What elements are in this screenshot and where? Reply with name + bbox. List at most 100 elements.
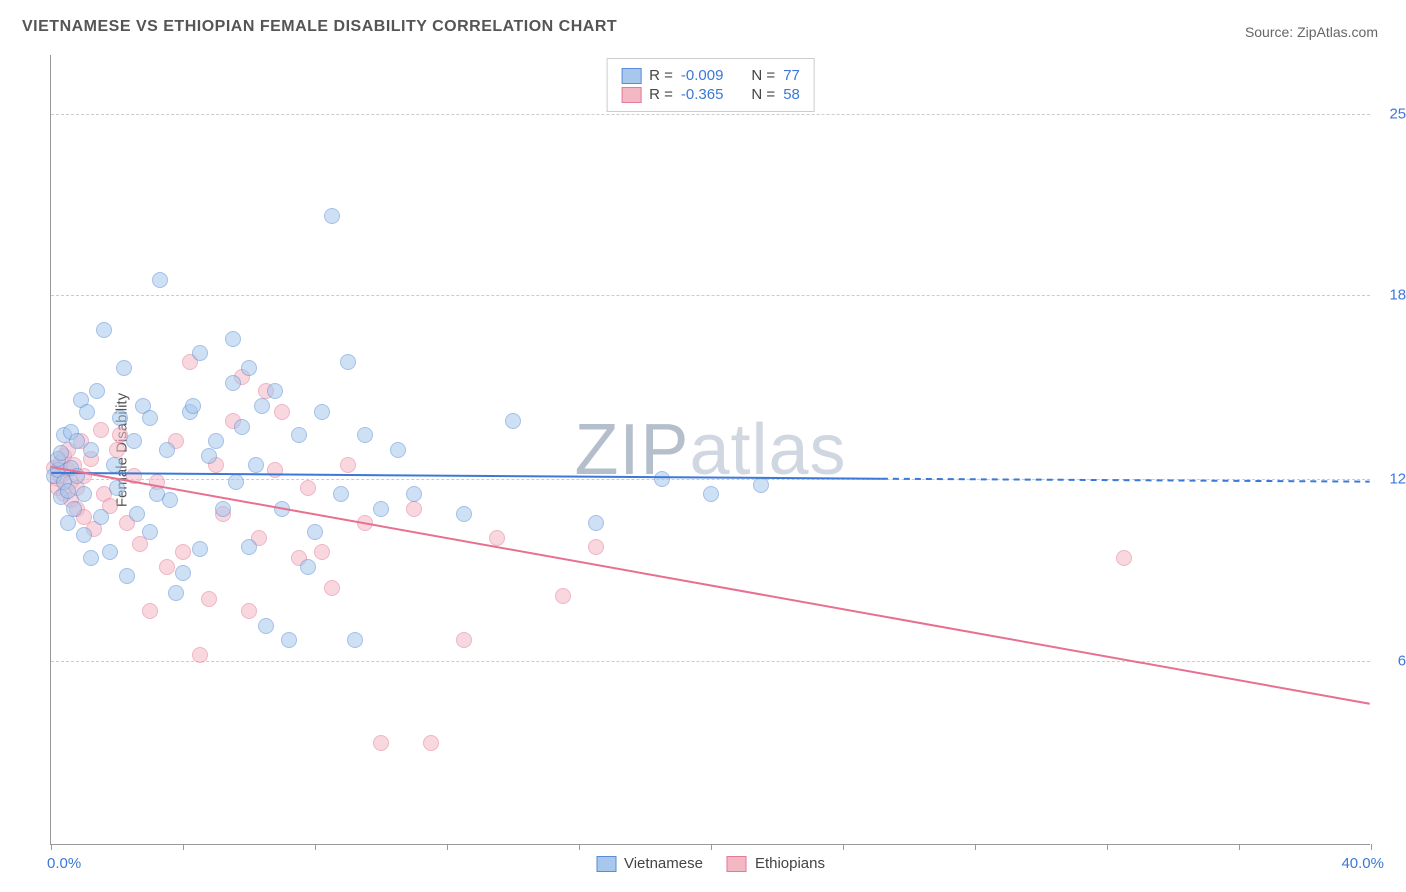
legend-swatch — [727, 856, 747, 872]
data-point — [79, 404, 95, 420]
data-point — [324, 208, 340, 224]
legend-swatch — [621, 87, 641, 103]
x-tick — [579, 844, 580, 850]
data-point — [423, 735, 439, 751]
x-tick — [447, 844, 448, 850]
legend-swatch — [621, 68, 641, 84]
x-axis-max-label: 40.0% — [1341, 855, 1384, 872]
data-point — [347, 632, 363, 648]
data-point — [314, 544, 330, 560]
y-tick-label: 6.3% — [1398, 652, 1406, 669]
data-point — [109, 442, 125, 458]
data-point — [234, 419, 250, 435]
plot-area: Female Disability ZIPatlas 6.3%12.5%18.8… — [50, 55, 1370, 845]
x-tick — [183, 844, 184, 850]
y-tick-label: 12.5% — [1389, 471, 1406, 488]
data-point — [357, 427, 373, 443]
data-point — [159, 442, 175, 458]
stats-legend-row: R = -0.009N = 77 — [621, 67, 800, 84]
data-point — [60, 515, 76, 531]
data-point — [373, 735, 389, 751]
data-point — [324, 580, 340, 596]
data-point — [281, 632, 297, 648]
data-point — [201, 448, 217, 464]
data-point — [129, 506, 145, 522]
data-point — [456, 632, 472, 648]
data-point — [192, 345, 208, 361]
data-point — [703, 486, 719, 502]
data-point — [201, 591, 217, 607]
data-point — [1116, 550, 1132, 566]
data-point — [314, 404, 330, 420]
gridline — [51, 114, 1370, 115]
data-point — [406, 501, 422, 517]
data-point — [175, 565, 191, 581]
data-point — [390, 442, 406, 458]
data-point — [76, 527, 92, 543]
data-point — [267, 383, 283, 399]
data-point — [489, 530, 505, 546]
x-tick — [711, 844, 712, 850]
stats-legend: R = -0.009N = 77 R = -0.365N = 58 — [606, 58, 815, 112]
data-point — [373, 501, 389, 517]
chart-title: VIETNAMESE VS ETHIOPIAN FEMALE DISABILIT… — [22, 18, 617, 36]
x-tick — [1239, 844, 1240, 850]
data-point — [66, 501, 82, 517]
gridline — [51, 295, 1370, 296]
data-point — [753, 477, 769, 493]
data-point — [208, 433, 224, 449]
data-point — [93, 422, 109, 438]
data-point — [248, 457, 264, 473]
data-point — [215, 501, 231, 517]
x-tick — [51, 844, 52, 850]
data-point — [152, 272, 168, 288]
data-point — [159, 559, 175, 575]
data-point — [142, 410, 158, 426]
data-point — [192, 541, 208, 557]
watermark: ZIPatlas — [574, 409, 846, 491]
legend-swatch — [596, 856, 616, 872]
data-point — [588, 515, 604, 531]
data-point — [225, 331, 241, 347]
data-point — [192, 647, 208, 663]
x-tick — [1107, 844, 1108, 850]
data-point — [112, 410, 128, 426]
data-point — [142, 524, 158, 540]
data-point — [274, 501, 290, 517]
legend-item: Vietnamese — [596, 855, 703, 872]
data-point — [93, 509, 109, 525]
stats-legend-row: R = -0.365N = 58 — [621, 86, 800, 103]
data-point — [116, 360, 132, 376]
data-point — [109, 480, 125, 496]
x-tick — [1371, 844, 1372, 850]
data-point — [83, 550, 99, 566]
data-point — [505, 413, 521, 429]
data-point — [126, 468, 142, 484]
data-point — [456, 506, 472, 522]
data-point — [258, 618, 274, 634]
y-tick-label: 25.0% — [1389, 105, 1406, 122]
x-tick — [843, 844, 844, 850]
data-point — [241, 360, 257, 376]
data-point — [241, 603, 257, 619]
data-point — [96, 322, 112, 338]
data-point — [307, 524, 323, 540]
data-point — [406, 486, 422, 502]
data-point — [175, 544, 191, 560]
data-point — [300, 480, 316, 496]
data-point — [126, 433, 142, 449]
x-tick — [315, 844, 316, 850]
data-point — [291, 427, 307, 443]
data-point — [654, 471, 670, 487]
data-point — [162, 492, 178, 508]
x-axis-min-label: 0.0% — [47, 855, 81, 872]
y-tick-label: 18.8% — [1389, 286, 1406, 303]
data-point — [228, 474, 244, 490]
data-point — [267, 462, 283, 478]
data-point — [60, 483, 76, 499]
data-point — [555, 588, 571, 604]
data-point — [225, 375, 241, 391]
data-point — [300, 559, 316, 575]
data-point — [254, 398, 270, 414]
gridline — [51, 661, 1370, 662]
